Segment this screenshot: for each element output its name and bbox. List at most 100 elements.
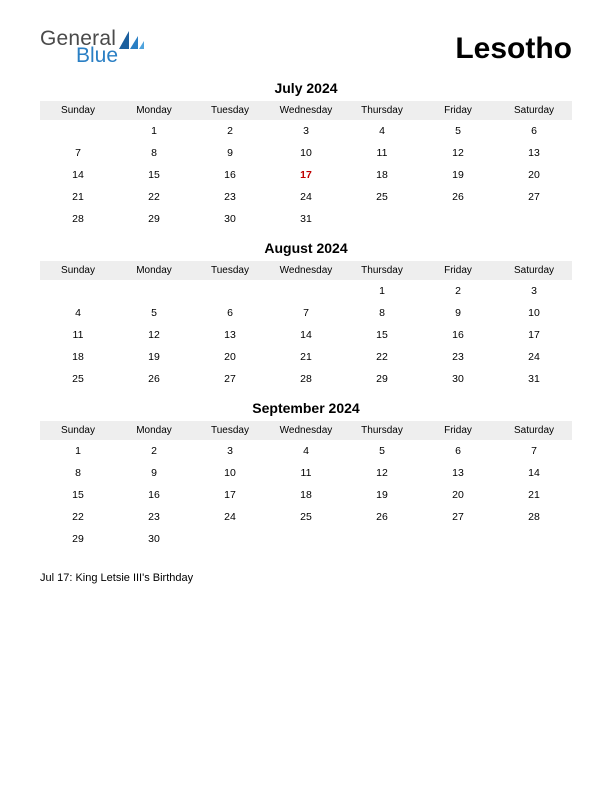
day-cell: 10 — [268, 142, 344, 164]
day-header: Thursday — [344, 261, 420, 280]
empty-cell — [40, 120, 116, 142]
day-cell: 2 — [420, 280, 496, 302]
day-cell: 5 — [344, 440, 420, 462]
day-cell: 2 — [192, 120, 268, 142]
day-cell: 28 — [496, 506, 572, 528]
day-cell: 21 — [496, 484, 572, 506]
day-cell: 29 — [344, 368, 420, 390]
day-header: Friday — [420, 101, 496, 120]
calendar-table: SundayMondayTuesdayWednesdayThursdayFrid… — [40, 261, 572, 390]
day-cell: 14 — [496, 462, 572, 484]
month-block: July 2024SundayMondayTuesdayWednesdayThu… — [40, 80, 572, 230]
day-cell: 4 — [40, 302, 116, 324]
day-cell: 2 — [116, 440, 192, 462]
day-cell: 11 — [40, 324, 116, 346]
month-block: August 2024 SundayMondayTuesdayWednesdayT… — [40, 240, 572, 390]
day-cell: 30 — [116, 528, 192, 550]
empty-cell — [116, 280, 192, 302]
day-cell: 27 — [496, 186, 572, 208]
day-cell: 21 — [40, 186, 116, 208]
day-cell: 13 — [420, 462, 496, 484]
empty-cell — [344, 208, 420, 230]
country-title: Lesotho — [455, 32, 572, 66]
day-cell: 21 — [268, 346, 344, 368]
day-cell: 13 — [496, 142, 572, 164]
day-cell: 17 — [268, 164, 344, 186]
day-cell: 25 — [268, 506, 344, 528]
day-cell: 24 — [268, 186, 344, 208]
day-cell: 16 — [420, 324, 496, 346]
day-cell: 12 — [344, 462, 420, 484]
day-cell: 7 — [496, 440, 572, 462]
empty-cell — [192, 528, 268, 550]
empty-cell — [496, 208, 572, 230]
day-header: Saturday — [496, 261, 572, 280]
day-cell: 24 — [496, 346, 572, 368]
day-header: Monday — [116, 421, 192, 440]
day-cell: 5 — [420, 120, 496, 142]
day-cell: 16 — [116, 484, 192, 506]
holiday-note: Jul 17: King Letsie III's Birthday — [40, 572, 572, 584]
day-cell: 8 — [344, 302, 420, 324]
day-cell: 1 — [344, 280, 420, 302]
day-cell: 8 — [116, 142, 192, 164]
day-cell: 18 — [40, 346, 116, 368]
day-header: Sunday — [40, 261, 116, 280]
header: General Blue Lesotho — [40, 28, 572, 66]
day-cell: 25 — [344, 186, 420, 208]
empty-cell — [268, 528, 344, 550]
day-cell: 24 — [192, 506, 268, 528]
day-cell: 15 — [344, 324, 420, 346]
day-cell: 3 — [268, 120, 344, 142]
day-cell: 12 — [420, 142, 496, 164]
day-cell: 1 — [40, 440, 116, 462]
day-cell: 18 — [344, 164, 420, 186]
day-cell: 12 — [116, 324, 192, 346]
day-header: Tuesday — [192, 421, 268, 440]
day-cell: 5 — [116, 302, 192, 324]
day-cell: 7 — [268, 302, 344, 324]
day-cell: 29 — [116, 208, 192, 230]
day-cell: 17 — [192, 484, 268, 506]
day-cell: 10 — [496, 302, 572, 324]
month-title: September 2024 — [40, 400, 572, 416]
day-cell: 6 — [192, 302, 268, 324]
day-cell: 15 — [116, 164, 192, 186]
empty-cell — [192, 280, 268, 302]
day-cell: 19 — [420, 164, 496, 186]
empty-cell — [40, 280, 116, 302]
day-cell: 19 — [116, 346, 192, 368]
day-cell: 22 — [40, 506, 116, 528]
day-cell: 9 — [192, 142, 268, 164]
day-cell: 14 — [40, 164, 116, 186]
day-cell: 29 — [40, 528, 116, 550]
day-header: Tuesday — [192, 261, 268, 280]
day-cell: 15 — [40, 484, 116, 506]
day-header: Monday — [116, 101, 192, 120]
empty-cell — [268, 280, 344, 302]
calendars-container: July 2024SundayMondayTuesdayWednesdayThu… — [40, 80, 572, 550]
day-cell: 16 — [192, 164, 268, 186]
day-cell: 20 — [192, 346, 268, 368]
day-cell: 11 — [268, 462, 344, 484]
empty-cell — [496, 528, 572, 550]
day-cell: 17 — [496, 324, 572, 346]
day-header: Thursday — [344, 101, 420, 120]
day-header: Wednesday — [268, 261, 344, 280]
day-cell: 23 — [192, 186, 268, 208]
month-title: August 2024 — [40, 240, 572, 256]
day-cell: 1 — [116, 120, 192, 142]
day-cell: 10 — [192, 462, 268, 484]
day-cell: 22 — [116, 186, 192, 208]
day-cell: 31 — [268, 208, 344, 230]
day-header: Wednesday — [268, 101, 344, 120]
logo: General Blue — [40, 28, 145, 66]
calendar-table: SundayMondayTuesdayWednesdayThursdayFrid… — [40, 421, 572, 550]
day-cell: 3 — [496, 280, 572, 302]
logo-sails-icon — [119, 29, 145, 49]
day-cell: 14 — [268, 324, 344, 346]
day-cell: 9 — [420, 302, 496, 324]
day-cell: 27 — [192, 368, 268, 390]
day-cell: 30 — [192, 208, 268, 230]
day-cell: 9 — [116, 462, 192, 484]
